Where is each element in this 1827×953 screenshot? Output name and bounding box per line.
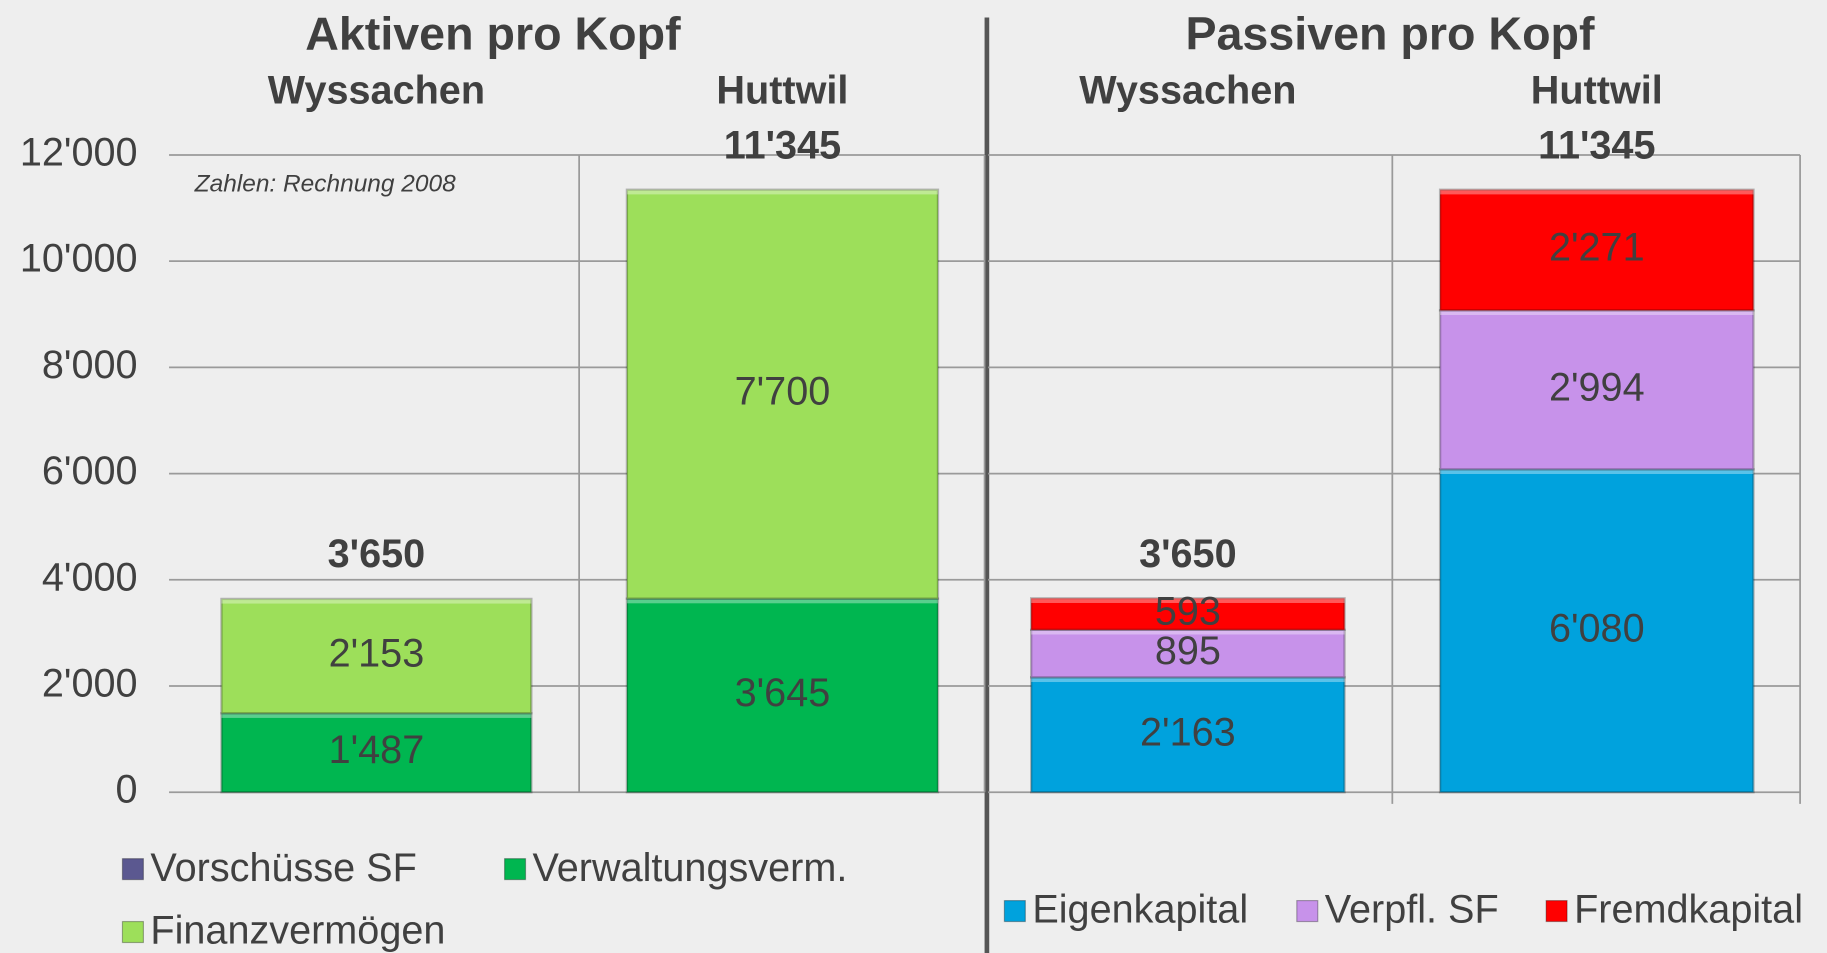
data-label: 2'153 (329, 632, 425, 676)
bar-highlight (221, 598, 532, 604)
bar-segment (220, 597, 533, 715)
total-label: 3'650 (328, 532, 426, 576)
bar-segment (1030, 676, 1346, 794)
data-label: 2'163 (1140, 710, 1236, 754)
bar-highlight (1440, 310, 1754, 315)
legend-label: Verpfl. SF (1325, 888, 1499, 932)
total-label: 11'345 (1538, 123, 1655, 167)
y-tick-label: 6'000 (42, 449, 138, 493)
legend-label: Verwaltungsverm. (533, 846, 848, 890)
y-tick-label: 8'000 (42, 343, 138, 387)
bar-highlight (626, 598, 938, 604)
bar-segment (1438, 309, 1755, 471)
category-label: Wyssachen (1079, 69, 1296, 113)
y-tick-label: 12'000 (20, 130, 138, 174)
data-label: 895 (1155, 629, 1221, 673)
category-label: Huttwil (716, 69, 848, 113)
y-tick-label: 4'000 (42, 555, 138, 599)
bar-highlight (1440, 189, 1754, 195)
legend-label: Eigenkapital (1032, 888, 1248, 932)
category-label: Huttwil (1531, 69, 1663, 113)
chart-title: Aktiven pro Kopf (305, 8, 681, 60)
data-label: 2'994 (1549, 365, 1645, 409)
chart-title: Passiven pro Kopf (1185, 8, 1595, 60)
y-tick-label: 2'000 (42, 661, 138, 705)
bar-highlight (221, 713, 532, 718)
legend-swatch (1545, 899, 1568, 923)
legend-label: Finanzvermögen (150, 909, 445, 953)
data-label: 2'271 (1549, 226, 1645, 270)
legend-swatch (121, 858, 144, 881)
annotation: Zahlen: Rechnung 2008 (194, 171, 456, 198)
legend-swatch (503, 858, 527, 881)
data-label: 3'645 (735, 671, 831, 715)
y-tick-label: 0 (116, 768, 138, 812)
legend-swatch (121, 920, 144, 944)
legend-swatch (1296, 899, 1319, 923)
total-label: 3'650 (1139, 532, 1237, 576)
bar-highlight (1031, 677, 1345, 683)
bar-segment (1030, 597, 1346, 631)
data-label: 593 (1155, 590, 1221, 634)
bar-highlight (1031, 629, 1345, 635)
bar-segment (1030, 628, 1346, 679)
bar-highlight (626, 189, 938, 195)
data-label: 1'487 (329, 728, 425, 772)
legend-label: Fremdkapital (1574, 888, 1803, 932)
legend-label: Vorschüsse SF (150, 846, 416, 890)
total-label: 11'345 (724, 123, 841, 167)
y-tick-label: 10'000 (20, 237, 138, 281)
legend-swatch (1003, 899, 1026, 923)
bar-highlight (1440, 469, 1754, 474)
data-label: 7'700 (735, 370, 831, 414)
bar-segment (1438, 468, 1755, 794)
data-label: 6'080 (1549, 606, 1645, 650)
category-label: Wyssachen (268, 69, 485, 113)
bar-segment (625, 188, 940, 600)
bar-highlight (1031, 598, 1345, 603)
bar-segment (1438, 188, 1755, 312)
